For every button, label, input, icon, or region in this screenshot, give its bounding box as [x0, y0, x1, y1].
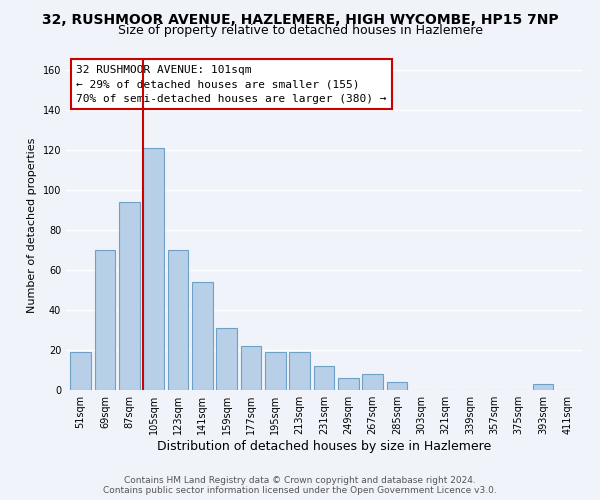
- Y-axis label: Number of detached properties: Number of detached properties: [27, 138, 37, 312]
- X-axis label: Distribution of detached houses by size in Hazlemere: Distribution of detached houses by size …: [157, 440, 491, 453]
- Bar: [265, 352, 286, 390]
- Text: 32 RUSHMOOR AVENUE: 101sqm
← 29% of detached houses are smaller (155)
70% of sem: 32 RUSHMOOR AVENUE: 101sqm ← 29% of deta…: [76, 65, 387, 104]
- Bar: [533, 384, 553, 390]
- Text: 32, RUSHMOOR AVENUE, HAZLEMERE, HIGH WYCOMBE, HP15 7NP: 32, RUSHMOOR AVENUE, HAZLEMERE, HIGH WYC…: [41, 12, 559, 26]
- Bar: [70, 352, 91, 390]
- Text: Contains HM Land Registry data © Crown copyright and database right 2024.: Contains HM Land Registry data © Crown c…: [124, 476, 476, 485]
- Bar: [192, 282, 212, 390]
- Text: Size of property relative to detached houses in Hazlemere: Size of property relative to detached ho…: [118, 24, 482, 37]
- Text: Contains public sector information licensed under the Open Government Licence v3: Contains public sector information licen…: [103, 486, 497, 495]
- Bar: [143, 148, 164, 390]
- Bar: [314, 366, 334, 390]
- Bar: [362, 374, 383, 390]
- Bar: [289, 352, 310, 390]
- Bar: [241, 346, 262, 390]
- Bar: [167, 250, 188, 390]
- Bar: [216, 328, 237, 390]
- Bar: [338, 378, 359, 390]
- Bar: [119, 202, 140, 390]
- Bar: [95, 250, 115, 390]
- Bar: [386, 382, 407, 390]
